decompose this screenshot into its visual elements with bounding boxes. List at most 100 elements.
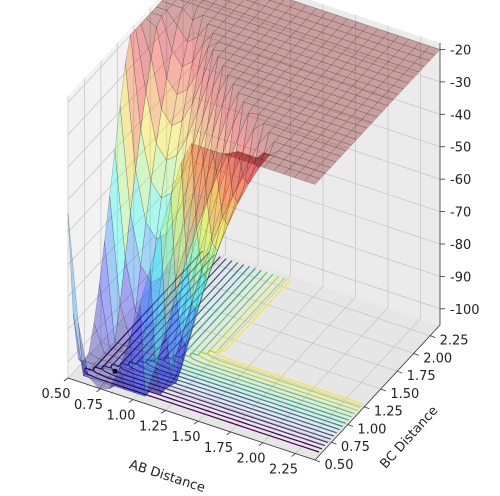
contour-line: [181, 271, 352, 418]
surface-patch: [367, 49, 384, 59]
surface-patch: [88, 376, 105, 389]
surface-patch: [279, 56, 296, 67]
surface-patch: [150, 6, 168, 17]
surface-patch: [315, 119, 332, 130]
surface-patch: [114, 105, 131, 259]
energy-surface: [67, 0, 441, 397]
grid-line-z: [67, 64, 441, 200]
surface-patch: [351, 51, 369, 61]
surface-patch: [135, 129, 152, 223]
surface-patch: [279, 85, 296, 96]
surface-patch: [314, 134, 332, 145]
z-tick-label: -90: [450, 270, 471, 285]
surface-patch: [387, 70, 405, 81]
surface-patch: [299, 107, 317, 118]
surface-patch: [161, 0, 177, 5]
surface-patch: [150, 142, 167, 199]
x-tick-mark: [96, 388, 101, 393]
surface-patch: [206, 174, 223, 244]
surface-patch: [408, 48, 425, 58]
surface-patch: [233, 48, 250, 59]
surface-patch: [232, 151, 249, 161]
surface-patch: [223, 0, 231, 2]
y-tick-mark: [364, 406, 370, 410]
contour-line: [92, 252, 323, 450]
surface-patch: [171, 0, 188, 9]
surface-patch: [124, 368, 141, 379]
surface-patch: [166, 49, 183, 96]
surface-patch: [356, 89, 373, 100]
surface-patch: [268, 141, 285, 157]
surface-patch: [242, 154, 259, 165]
surface-patch: [197, 32, 214, 73]
surface-patch: [330, 73, 348, 84]
surface-patch: [150, 231, 167, 368]
surface-patch: [222, 194, 239, 226]
grid-line-z: [67, 226, 441, 363]
surface-patch: [351, 95, 368, 105]
surface-patch: [114, 304, 131, 346]
surface-patch: [309, 169, 326, 180]
surface-patch: [98, 353, 116, 363]
surface-patch: [155, 257, 172, 323]
x-tick-label: 1.75: [204, 441, 233, 456]
surface-patch: [341, 47, 358, 58]
surface-patch: [315, 90, 332, 101]
surface-patch: [124, 383, 141, 394]
grid-line-x: [67, 0, 194, 379]
surface-patch: [325, 64, 343, 75]
surface-patch: [222, 151, 239, 158]
surface-patch: [341, 62, 358, 73]
surface-patch: [217, 211, 234, 251]
surface-patch: [300, 48, 317, 59]
contour-line: [189, 273, 355, 415]
surface-patch: [181, 157, 198, 231]
surface-patch: [330, 103, 348, 113]
surface-patch: [243, 52, 260, 62]
y-tick-mark: [314, 459, 321, 463]
surface-patch: [227, 68, 245, 79]
grid-line-x: [197, 4, 324, 422]
surface-patch: [290, 1, 307, 11]
surface-patch: [382, 32, 400, 42]
surface-patch: [310, 52, 327, 62]
surface-patch: [320, 114, 337, 124]
contour-line: [119, 258, 331, 440]
surface-patch: [212, 56, 229, 88]
surface-patch: [237, 170, 254, 204]
surface-patch: [119, 338, 136, 394]
surface-patch: [356, 60, 374, 70]
surface-patch: [314, 163, 332, 174]
surface-patch: [398, 73, 415, 84]
surface-patch: [366, 93, 384, 103]
x-tick-mark: [291, 453, 296, 457]
surface-patch: [212, 0, 230, 8]
grid-line-y: [133, 24, 381, 390]
surface-patch: [289, 60, 307, 70]
surface-patch: [165, 367, 182, 389]
surface-patch: [196, 233, 213, 304]
surface-patch: [309, 125, 327, 136]
grid-line-y: [166, 0, 414, 354]
surface-patch: [233, 33, 250, 44]
grid-line-z: [67, 129, 441, 265]
surface-patch: [263, 88, 281, 98]
surface-patch: [187, 44, 204, 90]
surface-patch: [268, 155, 285, 166]
surface-patch: [181, 72, 198, 121]
surface-patch: [377, 67, 394, 77]
surface-patch: [299, 78, 317, 88]
surface-patch: [304, 145, 321, 156]
surface-patch: [259, 35, 276, 45]
surface-patch: [211, 149, 228, 177]
surface-patch: [330, 147, 347, 157]
surface-patch: [134, 387, 151, 397]
surface-patch: [278, 159, 295, 169]
surface-patch: [252, 158, 270, 168]
surface-patch: [166, 230, 183, 304]
surface-patch: [382, 76, 399, 86]
surface-patch: [160, 196, 177, 331]
surface-patch: [98, 382, 116, 390]
surface-patch: [258, 93, 275, 104]
surface-patch: [387, 85, 404, 95]
